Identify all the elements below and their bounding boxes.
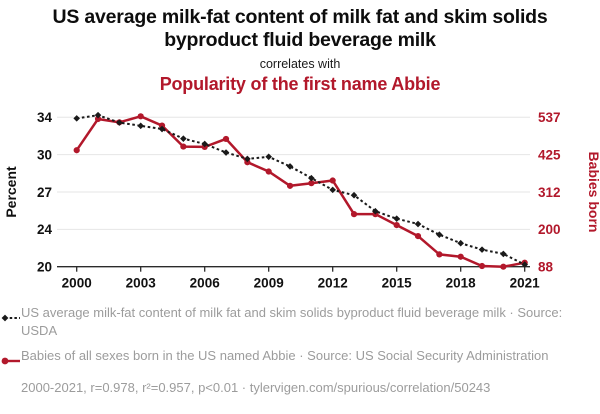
chart-footnote: 2000-2021, r=0.978, r²=0.957, p<0.01 · t…	[21, 380, 491, 395]
legend-label-milkfat: US average milk-fat content of milk fat …	[21, 305, 563, 339]
x-tick-label: 2003	[126, 276, 157, 291]
milkfat-marker	[286, 163, 294, 170]
y-tick-label-left: 27	[37, 185, 52, 200]
left-axis-title: Percent	[3, 166, 19, 218]
abbie-marker	[244, 159, 251, 166]
milkfat-marker	[521, 261, 528, 268]
milkfat-marker	[457, 239, 464, 247]
abbie-marker	[393, 222, 400, 229]
chart-subtitle: Popularity of the first name Abbie	[159, 73, 441, 94]
milkfat-marker	[414, 220, 422, 228]
y-tick-label-right: 312	[538, 185, 561, 200]
milkfat-marker	[137, 122, 144, 130]
y-tick-label-left: 20	[37, 260, 52, 275]
milkfat-marker	[308, 174, 315, 182]
abbie-marker	[457, 253, 464, 260]
abbie-marker	[500, 263, 507, 270]
legend-label-abbie: Babies of all sexes born in the US named…	[21, 347, 549, 363]
milkfat-marker	[350, 191, 358, 199]
milkfat-marker	[158, 125, 166, 133]
y-tick-label-right: 200	[538, 222, 561, 237]
y-tick-label-right: 425	[538, 147, 561, 162]
milkfat-marker	[116, 119, 123, 126]
abbie-marker	[222, 135, 230, 143]
abbie-marker	[94, 115, 102, 123]
right-axis-title: Babies born	[586, 152, 600, 233]
abbie-marker	[286, 182, 294, 189]
x-tick-label: 2018	[446, 276, 477, 291]
x-tick-label: 2012	[318, 276, 348, 291]
milkfat-marker	[73, 115, 80, 122]
milkfat-marker	[94, 111, 102, 119]
y-tick-label-left: 24	[37, 222, 53, 237]
abbie-marker	[158, 122, 166, 129]
y-tick-label-left: 34	[37, 110, 53, 125]
axis-layer: 34 537 30 425 27 312 24 200 20 88 2000 2003 2006 2009…	[37, 110, 561, 291]
milkfat-marker	[478, 246, 486, 253]
milkfat-marker	[393, 215, 400, 222]
legend-entry-abbie: Babies of all sexes born in the US named…	[0, 344, 600, 368]
abbie-marker	[414, 232, 422, 240]
y-tick-label-left: 30	[37, 147, 52, 162]
x-tick-label: 2015	[382, 276, 413, 291]
series-layer	[73, 111, 528, 270]
x-tick-label: 2021	[510, 276, 541, 291]
abbie-marker	[137, 113, 144, 120]
milkfat-marker	[265, 153, 272, 161]
milkfat-marker	[329, 186, 336, 194]
milkfat-line	[76, 114, 526, 266]
milkfat-marker	[222, 149, 230, 156]
abbie-marker	[350, 211, 358, 218]
y-tick-label-right: 537	[538, 110, 561, 125]
dashed-diamond-line-icon	[1, 309, 20, 322]
grid-layer	[57, 116, 530, 268]
chart-header: US average milk-fat content of milk fat …	[0, 6, 600, 95]
milkfat-marker	[201, 140, 208, 148]
abbie-line	[75, 114, 525, 268]
chart-title: US average milk-fat content of milk fat …	[52, 6, 548, 51]
x-tick-label: 2000	[62, 276, 92, 291]
y-tick-label-right: 88	[538, 260, 554, 275]
chart-legend: US average milk-fat content of milk fat …	[0, 301, 600, 368]
abbie-marker	[180, 143, 187, 150]
abbie-marker	[265, 168, 272, 175]
x-tick-label: 2006	[190, 276, 221, 291]
milkfat-marker	[180, 135, 187, 142]
abbie-marker	[436, 251, 443, 258]
milkfat-marker	[244, 155, 251, 163]
legend-entry-milkfat: US average milk-fat content of milk fat …	[0, 301, 600, 344]
abbie-marker	[308, 180, 315, 187]
milkfat-marker	[500, 250, 507, 258]
milkfat-marker	[436, 231, 443, 238]
x-tick-label: 2009	[254, 276, 284, 291]
abbie-marker	[478, 262, 486, 270]
correlates-with-text: correlates with	[259, 56, 341, 71]
abbie-marker	[329, 177, 336, 184]
abbie-marker	[73, 147, 80, 154]
solid-circle-line-icon	[1, 352, 20, 365]
milkfat-marker	[372, 207, 379, 215]
